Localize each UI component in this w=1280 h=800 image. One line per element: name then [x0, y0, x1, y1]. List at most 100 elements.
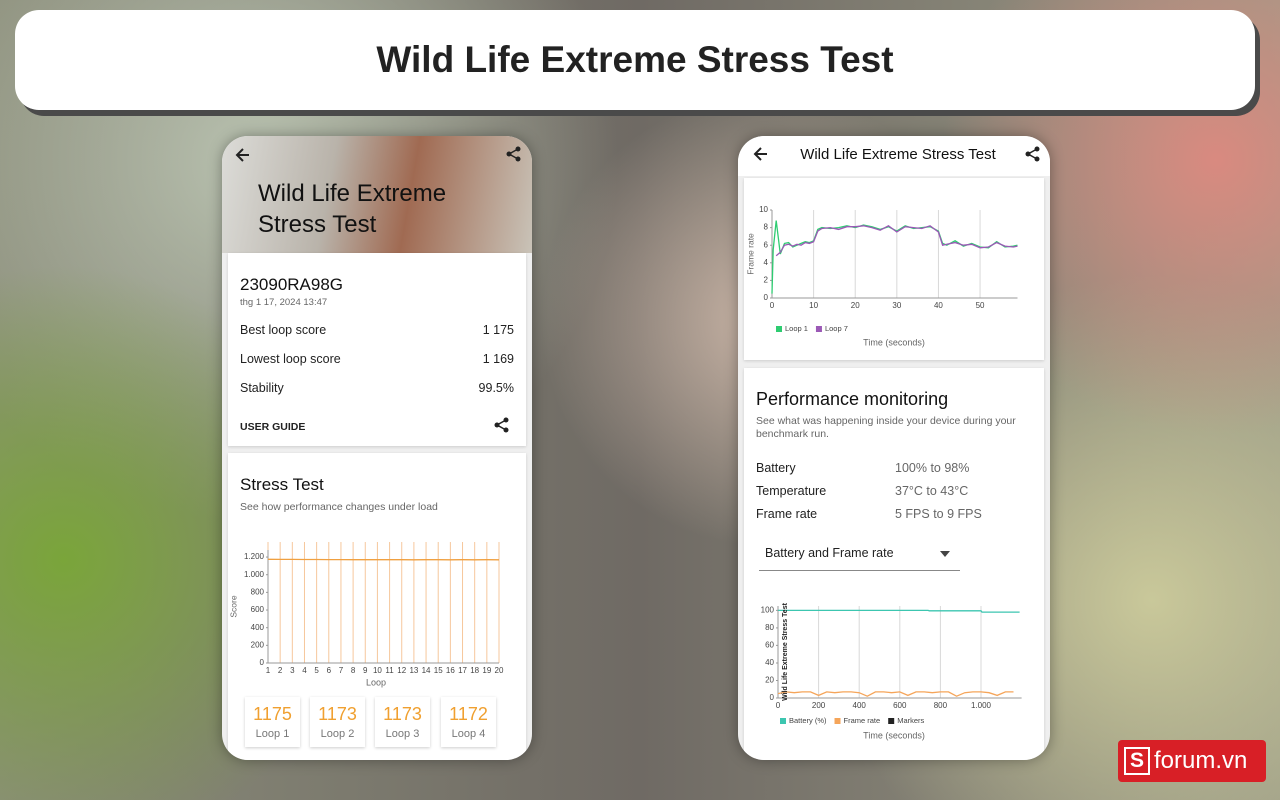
left-phone: Wild Life Extreme Stress Test 23090RA98G… — [222, 136, 532, 760]
x-tick-label: 20 — [851, 301, 860, 310]
x-tick-label: 0 — [776, 701, 781, 710]
loop-score: 1173 — [383, 704, 422, 724]
frame-chart: 0 2 4 6 8 10 0 10 20 30 40 50 Loop 1 Loop 7 Frame rate… — [745, 205, 1018, 347]
legend-label: Battery (%) — [789, 716, 827, 725]
row-value: 1 169 — [482, 352, 514, 366]
back-button[interactable] — [752, 145, 770, 163]
series-line — [775, 225, 1018, 257]
section-title: Performance monitoring — [756, 389, 949, 409]
row-label: Lowest loop score — [240, 352, 341, 366]
legend-label: Markers — [897, 716, 924, 725]
loop-score: 1173 — [318, 704, 357, 724]
loop-card[interactable]: 1172 Loop 4 — [441, 697, 496, 747]
x-tick-label: 30 — [892, 301, 901, 310]
legend-label: Loop 1 — [785, 324, 808, 333]
row-value: 37°C to 43°C — [895, 484, 969, 498]
legend-label: Frame rate — [844, 716, 881, 725]
y-tick-label: 0 — [770, 693, 775, 702]
series-line — [778, 609, 1020, 613]
y-axis-label: Score — [228, 595, 238, 617]
legend-swatch — [834, 718, 841, 724]
y-axis-label: Frame rate — [745, 233, 755, 275]
y-tick-label: 100 — [761, 605, 775, 614]
x-tick-label: 13 — [409, 666, 418, 675]
loop-card[interactable]: 1175 Loop 1 — [245, 697, 300, 747]
stress-card: Stress Test See how performance changes … — [228, 453, 526, 760]
x-tick-label: 0 — [770, 301, 775, 310]
toolbar — [738, 136, 1050, 176]
score-row: Stability 99.5% — [240, 381, 514, 395]
device-name: 23090RA98G — [240, 275, 344, 294]
y-tick-label: 400 — [251, 623, 265, 632]
y-tick-label: 1.200 — [244, 552, 265, 561]
x-tick-label: 20 — [495, 666, 504, 675]
hero-image — [222, 136, 532, 253]
section-subtitle: See how performance changes under load — [240, 501, 438, 513]
watermark: S forum.vn — [1118, 740, 1266, 782]
series-line — [777, 691, 1014, 697]
test-title: Wild Life Extreme Stress Test — [258, 180, 447, 238]
legend-swatch — [815, 326, 822, 332]
x-tick-label: 16 — [446, 666, 455, 675]
loop-label: Loop 1 — [255, 728, 290, 740]
row-label: Frame rate — [756, 507, 818, 521]
x-axis-label: Loop — [366, 677, 386, 687]
y-tick-label: 600 — [251, 605, 265, 614]
x-tick-label: 200 — [812, 701, 826, 710]
row-value: 5 FPS to 9 FPS — [895, 507, 982, 521]
y-tick-label: 8 — [764, 223, 769, 232]
x-tick-label: 10 — [809, 301, 818, 310]
frame-card: 0 2 4 6 8 10 0 10 20 30 40 50 Loop 1 Loop 7 Frame rate… — [744, 178, 1044, 360]
y-tick-label: 1.000 — [244, 570, 265, 579]
x-tick-label: 15 — [434, 666, 443, 675]
y-tick-label: 40 — [765, 658, 774, 667]
loop-card[interactable]: 1173 Loop 2 — [310, 697, 365, 747]
x-tick-label: 11 — [385, 666, 394, 675]
x-tick-label: 12 — [397, 666, 406, 675]
x-tick-label: 10 — [373, 666, 382, 675]
y-tick-label: 6 — [764, 240, 769, 249]
row-value: 99.5% — [478, 381, 514, 395]
y-tick-label: 10 — [759, 205, 768, 214]
x-tick-label: 50 — [976, 301, 985, 310]
x-axis-label: Time (seconds) — [863, 730, 925, 740]
share-button[interactable] — [506, 146, 522, 162]
row-label: Best loop score — [240, 323, 327, 337]
share-button[interactable] — [494, 417, 510, 433]
x-tick-label: 4 — [302, 666, 307, 675]
toolbar-title: Wild Life Extreme Stress Test — [800, 146, 996, 163]
row-value: 100% to 98% — [895, 461, 970, 475]
date: thg 1 17, 2024 13:47 — [240, 297, 328, 308]
watermark-text: forum.vn — [1154, 747, 1248, 774]
x-axis-label: Time (seconds) — [863, 337, 925, 347]
dropdown[interactable]: Battery and Frame rate — [759, 543, 960, 571]
legend-swatch — [776, 326, 782, 332]
score-row: Lowest loop score 1 169 — [240, 352, 514, 366]
x-tick-label: 400 — [853, 701, 867, 710]
user-guide-link[interactable]: USER GUIDE — [240, 421, 306, 433]
section-title: Stress Test — [240, 475, 324, 494]
loop-label: Loop 3 — [385, 728, 420, 740]
x-tick-label: 2 — [278, 666, 283, 675]
loop-label: Loop 4 — [451, 728, 486, 740]
section-subtitle: See what was happening inside your devic… — [756, 415, 1016, 440]
result-card: 23090RA98G thg 1 17, 2024 13:47 Best loo… — [228, 253, 526, 446]
x-tick-label: 6 — [327, 666, 332, 675]
x-tick-label: 9 — [363, 666, 368, 675]
series-line — [771, 220, 1018, 294]
x-tick-label: 19 — [482, 666, 491, 675]
dropdown-arrow — [940, 551, 950, 557]
y-tick-label: 80 — [765, 623, 774, 632]
chart-annotation: Wild Life Extreme Stress Test — [782, 602, 789, 701]
loop-card[interactable]: 1173 Loop 3 — [375, 697, 430, 747]
y-tick-label: 20 — [765, 676, 774, 685]
x-tick-label: 800 — [934, 701, 948, 710]
x-tick-label: 3 — [290, 666, 295, 675]
y-tick-label: 200 — [251, 640, 265, 649]
performance-card: Performance monitoring See what was happ… — [744, 368, 1044, 760]
header-title: Wild Life Extreme Stress Test — [15, 10, 1255, 110]
loop-score: 1175 — [253, 704, 292, 724]
back-button[interactable] — [234, 146, 252, 164]
share-button[interactable] — [1025, 146, 1041, 162]
